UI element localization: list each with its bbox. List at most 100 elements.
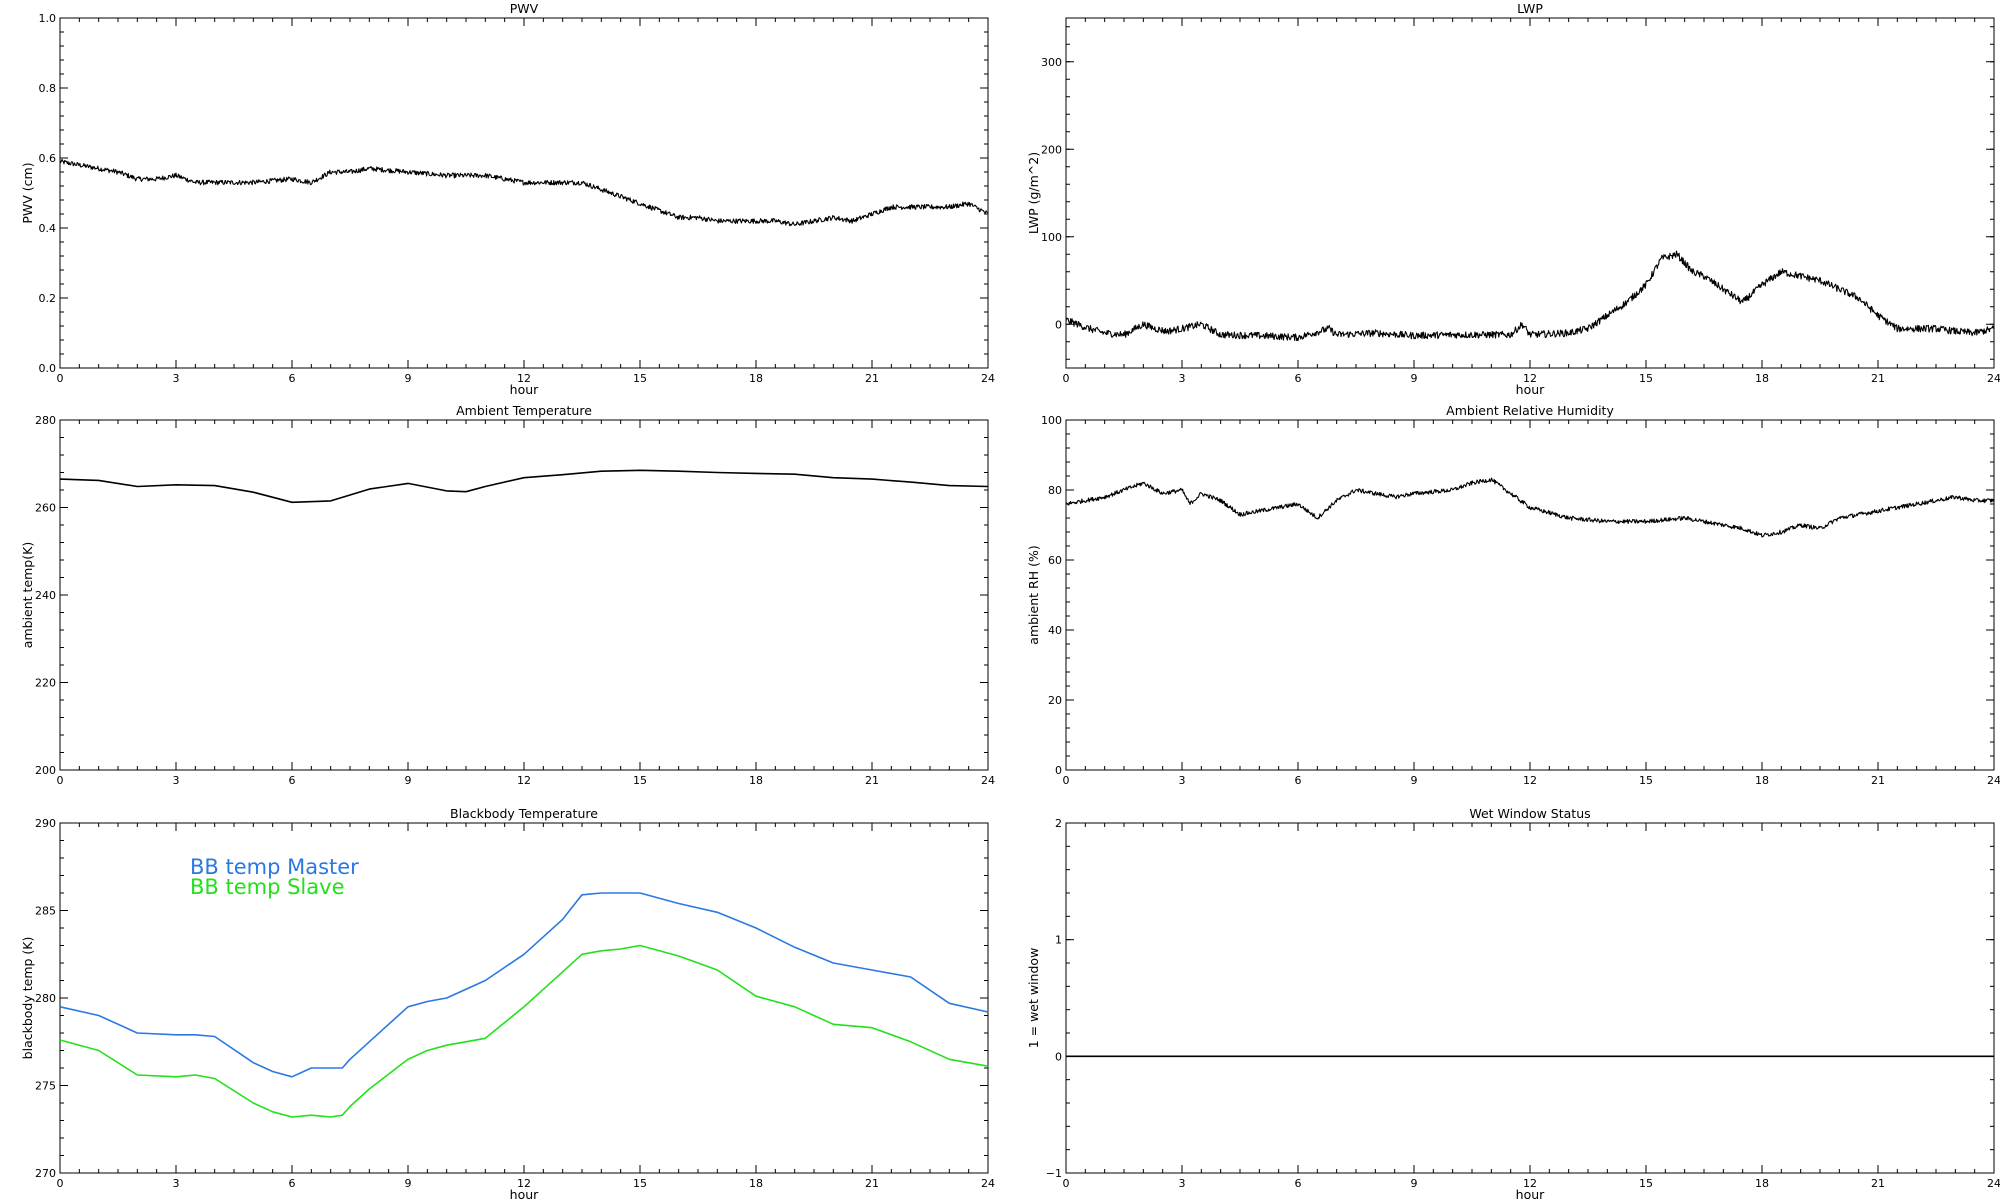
y-tick-label: 240 [35, 589, 56, 602]
x-tick-label: 3 [173, 1177, 180, 1190]
y-tick-label: 0 [1055, 1050, 1062, 1063]
y-tick-label: 285 [35, 905, 56, 918]
y-tick-label: 280 [35, 992, 56, 1005]
y-tick-label: 220 [35, 677, 56, 690]
chart-ambient-relative-humidity: Ambient Relative Humidity ambient RH (%) 0… [1026, 403, 2000, 787]
x-tick-label: 21 [1871, 774, 1885, 787]
x-tick-label: 12 [1523, 1177, 1537, 1190]
x-tick-label: 0 [1063, 774, 1070, 787]
y-axis-label: PWV (cm) [20, 162, 35, 223]
x-tick-label: 18 [1755, 774, 1769, 787]
x-axis-label: hour [1516, 382, 1545, 397]
y-tick-label: 100 [1041, 231, 1062, 244]
x-tick-label: 18 [749, 1177, 763, 1190]
y-tick-label: 280 [35, 414, 56, 427]
x-tick-label: 15 [633, 774, 647, 787]
x-tick-label: 18 [1755, 372, 1769, 385]
x-tick-label: 0 [57, 372, 64, 385]
x-tick-label: 12 [1523, 774, 1537, 787]
series-line-pwv [59, 158, 989, 227]
y-tick-label: 2 [1055, 817, 1062, 830]
x-tick-label: 24 [981, 774, 995, 787]
x-tick-label: 6 [1295, 774, 1302, 787]
series-line-bb-temp-master [59, 892, 989, 1078]
chart-lwp: LWP hour LWP (g/m^2) 0 3 6 9 12 15 18 21 24 0 100 200 3… [1026, 1, 2000, 397]
plot-frame [1065, 419, 1995, 771]
chart-title: PWV [510, 1, 539, 16]
y-tick-label: 100 [1041, 414, 1062, 427]
x-tick-label: 12 [1523, 372, 1537, 385]
y-tick-label: 0.8 [39, 82, 57, 95]
x-tick-label: 9 [405, 774, 412, 787]
plot-frame [1065, 17, 1995, 369]
x-tick-label: 0 [1063, 1177, 1070, 1190]
x-tick-label: 3 [173, 774, 180, 787]
x-tick-label: 6 [1295, 1177, 1302, 1190]
y-tick-label: 1 [1055, 934, 1062, 947]
plot-frame [59, 419, 989, 771]
x-tick-label: 3 [1179, 774, 1186, 787]
y-tick-label: 40 [1048, 624, 1062, 637]
x-tick-label: 15 [1639, 1177, 1653, 1190]
x-tick-label: 15 [1639, 372, 1653, 385]
y-tick-label: 270 [35, 1167, 56, 1180]
plot-frame [59, 17, 989, 369]
x-tick-label: 6 [289, 774, 296, 787]
x-tick-label: 15 [1639, 774, 1653, 787]
x-tick-label: 24 [1987, 774, 2000, 787]
x-tick-label: 0 [1063, 372, 1070, 385]
y-tick-label: 275 [35, 1080, 56, 1093]
x-tick-label: 3 [1179, 372, 1186, 385]
y-tick-label: 260 [35, 502, 56, 515]
x-axis-label: hour [1516, 1187, 1545, 1200]
chart-title: Wet Window Status [1469, 806, 1590, 821]
y-tick-label: 0.0 [39, 362, 57, 375]
y-tick-label: 60 [1048, 554, 1062, 567]
x-tick-label: 9 [1411, 1177, 1418, 1190]
y-axis-label: blackbody temp (K) [20, 937, 35, 1060]
chart-title: Ambient Relative Humidity [1446, 403, 1614, 418]
legend-entry: BB temp Master [190, 855, 359, 879]
x-tick-label: 9 [1411, 774, 1418, 787]
chart-pwv: PWV hour PWV (cm) 0 3 6 9 12 15 18 21 24 0.0 0.2 0.4 0.… [20, 1, 995, 397]
x-tick-label: 21 [1871, 1177, 1885, 1190]
series-line-ambient-temperature [59, 469, 989, 504]
plot-frame [1065, 822, 1995, 1174]
y-tick-label: 20 [1048, 694, 1062, 707]
x-tick-label: 6 [289, 372, 296, 385]
x-tick-label: 24 [981, 1177, 995, 1190]
x-tick-label: 0 [57, 774, 64, 787]
x-tick-label: 21 [865, 372, 879, 385]
x-tick-label: 15 [633, 372, 647, 385]
series-line-bb-temp-slave [59, 944, 989, 1118]
x-tick-label: 9 [405, 372, 412, 385]
y-tick-label: 0 [1055, 764, 1062, 777]
y-axis-label: 1 = wet window [1026, 948, 1041, 1049]
series-line-ambient-relative-humidity [1065, 477, 1995, 538]
y-tick-label: 300 [1041, 56, 1062, 69]
chart-ambient-temperature: Ambient Temperature ambient temp(K) 0 3 6 9 12… [20, 403, 995, 787]
x-tick-label: 24 [1987, 1177, 2000, 1190]
chart-title: LWP [1517, 1, 1543, 16]
x-axis-label: hour [510, 1187, 539, 1200]
x-tick-label: 3 [173, 372, 180, 385]
series-line-lwp [1065, 250, 1995, 342]
chart-title: Ambient Temperature [456, 403, 592, 418]
x-tick-label: 18 [1755, 1177, 1769, 1190]
x-tick-label: 18 [749, 372, 763, 385]
x-tick-label: 24 [981, 372, 995, 385]
chart-blackbody-temperature: Blackbody Temperature hour blackbody temp … [20, 806, 995, 1200]
y-tick-label: 0 [1055, 318, 1062, 331]
y-tick-label: 200 [35, 764, 56, 777]
x-tick-label: 21 [865, 1177, 879, 1190]
legend-entry: BB temp Slave [190, 875, 345, 899]
x-tick-label: 9 [1411, 372, 1418, 385]
y-tick-label: 0.4 [39, 222, 57, 235]
x-tick-label: 3 [1179, 1177, 1186, 1190]
y-tick-label: 1.0 [39, 12, 57, 25]
y-tick-label: 200 [1041, 143, 1062, 156]
x-axis-label: hour [510, 382, 539, 397]
y-axis-label: LWP (g/m^2) [1026, 152, 1041, 234]
x-tick-label: 12 [517, 1177, 531, 1190]
